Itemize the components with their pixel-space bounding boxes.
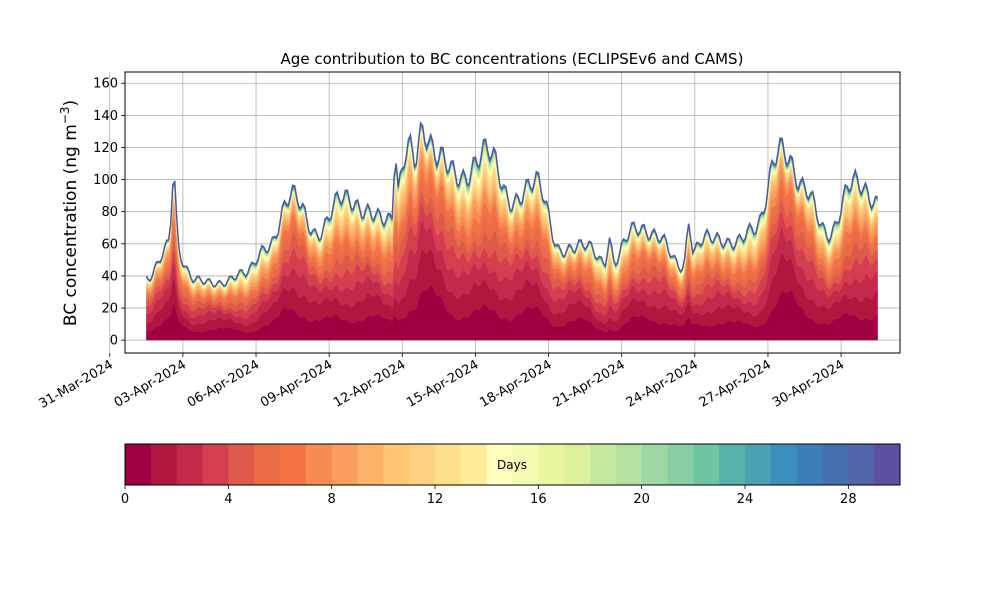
x-tick-label: 21-Apr-2024	[551, 357, 628, 410]
plot-area: 0 20 40 60 80 100 120 140 160 31-Mar-202403-Apr-…	[37, 71, 901, 412]
y-tick-label: 60	[101, 237, 118, 252]
colorbar-label: Days	[497, 458, 527, 472]
colorbar-cell	[745, 444, 772, 485]
y-axis-label-exponent: −3	[58, 106, 72, 124]
y-tick-label: 160	[93, 77, 118, 92]
total-outline	[145, 121, 878, 288]
colorbar-tick-label: 0	[121, 492, 129, 507]
colorbar-tick-label: 28	[840, 492, 857, 507]
colorbar-cell	[331, 444, 358, 485]
x-tick-label: 15-Apr-2024	[404, 357, 481, 410]
colorbar-cell	[538, 444, 565, 485]
colorbar-cell	[125, 444, 152, 485]
colorbar-tick-label: 20	[633, 492, 650, 507]
colorbar-cell	[512, 444, 539, 485]
x-tick-label: 18-Apr-2024	[477, 357, 554, 410]
y-tick-label: 140	[93, 109, 118, 124]
x-tick-label: 09-Apr-2024	[258, 357, 335, 410]
colorbar-cell	[254, 444, 281, 485]
colorbar-cell	[848, 444, 875, 485]
plot-frame	[124, 71, 901, 354]
x-axis: 31-Mar-202403-Apr-202406-Apr-202409-Apr-…	[37, 353, 847, 412]
colorbar-cells	[125, 444, 901, 485]
y-axis: 0 20 40 60 80 100 120 140 160	[93, 77, 125, 349]
colorbar-ticks: 0 4 8 12 16 20 24 28	[121, 485, 857, 507]
colorbar-cell	[409, 444, 436, 485]
y-tick-label: 40	[101, 269, 118, 284]
colorbar-cell	[590, 444, 617, 485]
x-tick-label: 30-Apr-2024	[770, 357, 847, 410]
colorbar-cell	[435, 444, 462, 485]
colorbar-cell	[770, 444, 798, 485]
y-tick-label: 120	[93, 141, 118, 156]
colorbar-frame	[124, 443, 901, 486]
colorbar-tick-label: 16	[530, 492, 547, 507]
colorbar: Days 0 4 8 12 16 20 24 28	[121, 443, 901, 507]
colorbar-cell	[460, 444, 488, 485]
colorbar-cell	[667, 444, 694, 485]
colorbar-cell	[280, 444, 307, 485]
colorbar-tick-label: 12	[427, 492, 444, 507]
y-axis-label-main: BC concentration (ng m	[61, 124, 81, 326]
y-tick-label: 80	[101, 205, 118, 220]
x-tick-label: 03-Apr-2024	[112, 357, 189, 410]
colorbar-tick-label: 24	[737, 492, 754, 507]
y-tick-label: 100	[93, 173, 118, 188]
colorbar-cell	[564, 444, 591, 485]
colorbar-cell	[796, 444, 823, 485]
age-bands	[145, 121, 878, 341]
colorbar-cell	[202, 444, 229, 485]
x-tick-label: 31-Mar-2024	[37, 357, 116, 411]
x-tick-label: 27-Apr-2024	[697, 357, 774, 410]
y-tick-label: 20	[101, 302, 118, 317]
colorbar-tick-label: 8	[328, 492, 336, 507]
x-tick-label: 24-Apr-2024	[624, 357, 701, 410]
y-axis-label: BC concentration (ng m−3)	[58, 100, 81, 326]
colorbar-cell	[305, 444, 333, 485]
colorbar-cell	[357, 444, 384, 485]
colorbar-cell	[486, 444, 513, 485]
colorbar-cell	[228, 444, 255, 485]
colorbar-cell	[150, 444, 178, 485]
x-tick-label: 06-Apr-2024	[185, 357, 262, 410]
colorbar-cell	[383, 444, 410, 485]
colorbar-cell	[822, 444, 849, 485]
y-tick-label: 0	[110, 334, 118, 349]
colorbar-cell	[615, 444, 643, 485]
colorbar-cell	[176, 444, 203, 485]
colorbar-cell	[693, 444, 720, 485]
colorbar-cell	[641, 444, 668, 485]
colorbar-cell	[719, 444, 746, 485]
colorbar-tick-label: 4	[224, 492, 232, 507]
colorbar-cell	[874, 444, 901, 485]
y-axis-label-close: )	[61, 100, 81, 107]
x-tick-label: 12-Apr-2024	[331, 357, 408, 410]
chart-title: Age contribution to BC concentrations (E…	[281, 50, 744, 68]
